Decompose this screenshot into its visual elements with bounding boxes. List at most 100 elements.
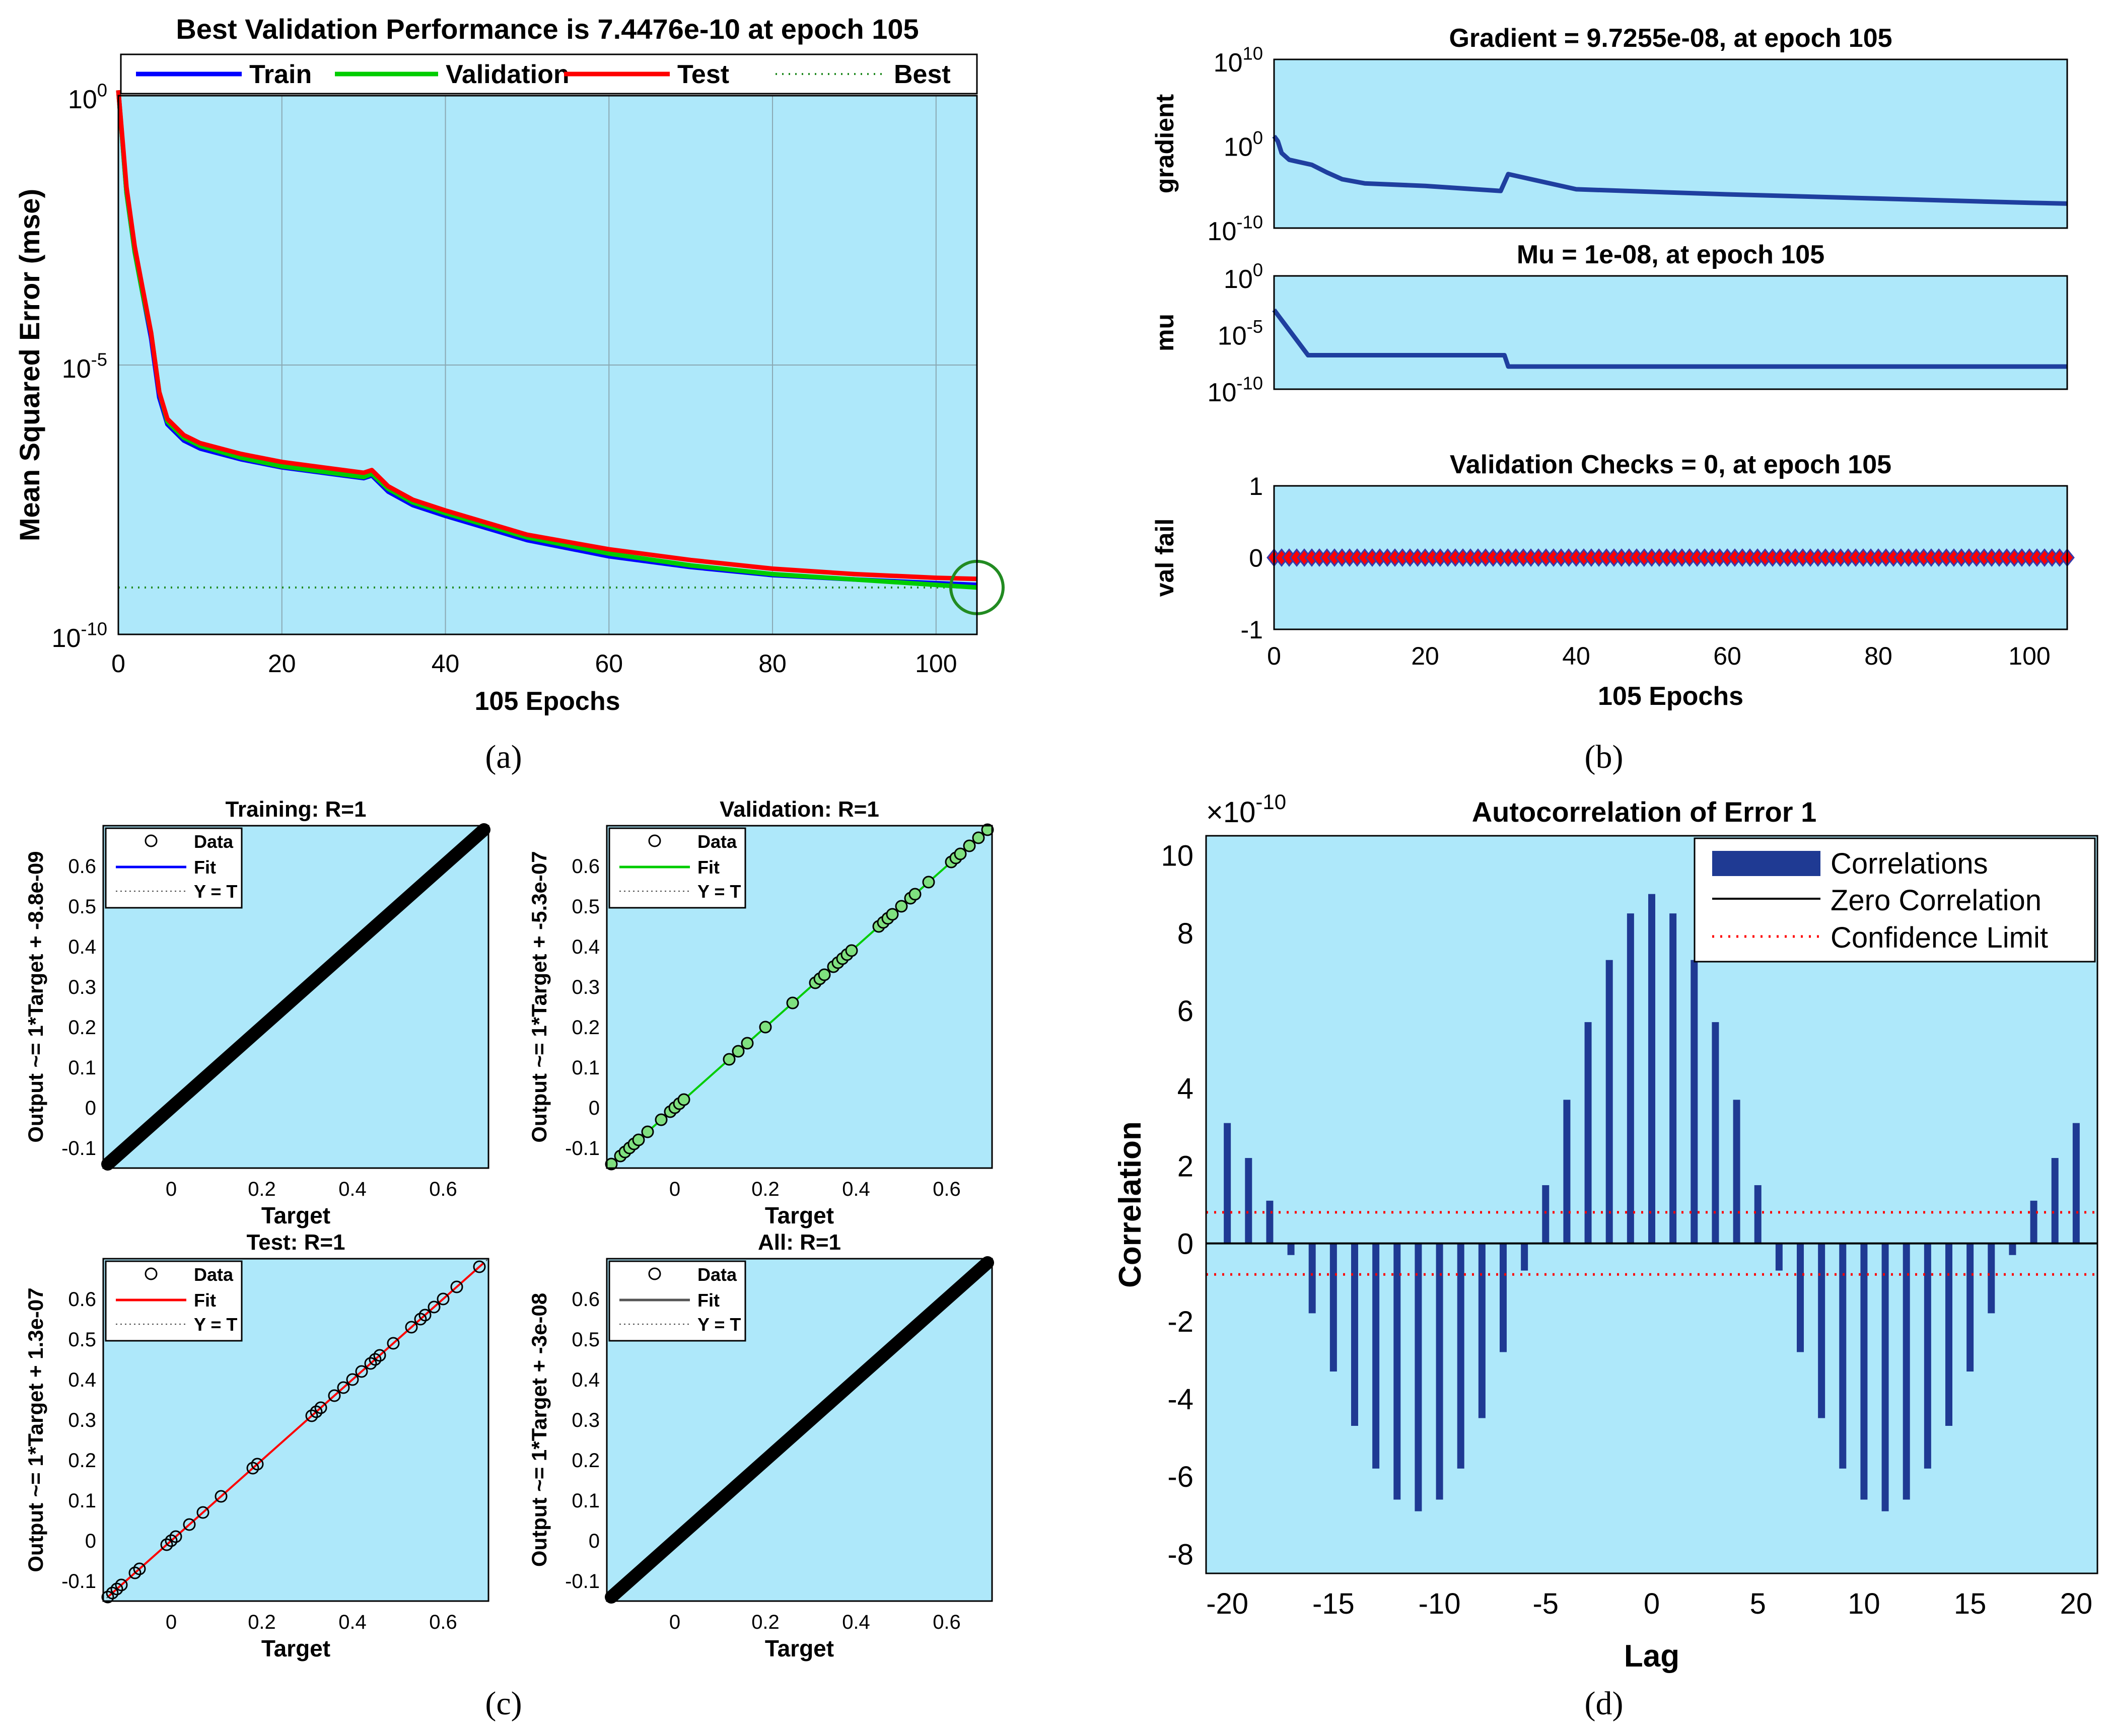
data-point [246, 1462, 259, 1475]
y-tick-label: 0.4 [572, 936, 600, 958]
y-tick-base: 10 [62, 354, 91, 384]
x-axis-label: Target [261, 1202, 330, 1228]
correlation-bar [1393, 1243, 1401, 1500]
chart-title: Validation Checks = 0, at epoch 105 [1450, 450, 1891, 479]
series-test-line [116, 90, 977, 582]
legend-label-fit: Fit [194, 1290, 216, 1311]
y-tick-label: -6 [1167, 1461, 1193, 1493]
caption-a: (a) [485, 739, 522, 775]
data-point [605, 1158, 618, 1171]
y-tick-label: 0.5 [68, 1329, 96, 1351]
correlation-bar [1542, 1185, 1550, 1244]
data-point [732, 1045, 745, 1058]
legend-label-fit: Fit [697, 857, 720, 878]
y-tick-base: 10 [1224, 133, 1253, 162]
y-tick-label: 100 [1224, 260, 1263, 294]
data-point [655, 1113, 668, 1126]
x-tick-label: -15 [1312, 1587, 1355, 1620]
legend-swatch-data [648, 834, 661, 847]
y-axis-label: Output ~= 1*Target + -5.3e-07 [527, 851, 551, 1142]
chart-title: Best Validation Performance is 7.4476e-1… [176, 13, 919, 45]
x-tick-label: 60 [1713, 642, 1741, 670]
x-tick-label: 0.4 [338, 1611, 367, 1633]
y-tick-exponent: -5 [1247, 316, 1263, 337]
y-tick-label: 0 [589, 1530, 600, 1552]
x-tick-label: 15 [1954, 1587, 1987, 1620]
correlation-bar [1818, 1243, 1825, 1418]
correlation-bar [1966, 1243, 1974, 1372]
correlation-bar [1881, 1243, 1889, 1511]
legend-label-confidence: Confidence Limit [1831, 921, 2048, 954]
plot-frame [102, 1258, 489, 1602]
plot-frame [1205, 835, 2098, 1574]
y-tick-label: -2 [1167, 1306, 1193, 1338]
y-tick-label: 0.4 [68, 1369, 96, 1391]
plot-frame [1273, 485, 2068, 630]
y-tick-label: 6 [1177, 995, 1193, 1028]
plot-frame [117, 95, 978, 635]
y-tick-label: 0.6 [572, 855, 600, 878]
data-point [106, 1586, 119, 1600]
data-point [428, 1300, 441, 1314]
data-point [314, 1401, 327, 1414]
correlation-bar [2051, 1158, 2059, 1244]
legend: Correlations Zero Correlation Confidence L… [1694, 837, 2096, 963]
y-tick-label: 8 [1177, 917, 1193, 950]
autocorrelation-chart: -20 -15 -10 -5 0 5 10 15 20-8-6-4-20246810×10-10… [1113, 790, 2098, 1674]
legend: Data Fit Y = T [608, 827, 746, 909]
x-tick-label: 0.2 [248, 1178, 276, 1200]
legend: Data Fit Y = T [608, 1260, 746, 1342]
chart-title: Training: R=1 [226, 797, 367, 822]
chart-title: Autocorrelation of Error 1 [1472, 796, 1817, 828]
data-point [677, 1093, 690, 1106]
y-tick-label: 0.6 [68, 855, 96, 878]
y-tick-label: 0.1 [68, 1057, 96, 1079]
legend-swatch-data [145, 834, 158, 847]
caption-c: (c) [485, 1685, 522, 1722]
y-tick-exponent: 10 [1243, 43, 1263, 64]
y-tick-label: -8 [1167, 1538, 1193, 1571]
x-axis-label: 105 Epochs [474, 687, 620, 716]
x-tick-label: 0.6 [933, 1178, 961, 1200]
y-tick-label: -4 [1167, 1383, 1193, 1416]
y-tick-label: 0.5 [572, 896, 600, 918]
x-axis-label: 105 Epochs [1598, 682, 1743, 711]
correlation-bar [1627, 913, 1634, 1244]
data-point [346, 1373, 359, 1386]
y-tick-label: 10-5 [1218, 316, 1263, 350]
validation-regression-chart: 0 0.2 0.4 0.6 -0.1 0 0.1 0.2 0.3 0.4 0.5 0.6 Data Fit… [527, 797, 994, 1228]
y-tick-label: 0.5 [572, 1329, 600, 1351]
data-point [886, 908, 899, 921]
y-tick-label: 0.5 [68, 896, 96, 918]
correlation-bar [1797, 1243, 1804, 1352]
legend-label-identity: Y = T [697, 881, 741, 902]
x-tick-label: 10 [1848, 1587, 1880, 1620]
correlation-bar [1372, 1243, 1380, 1469]
y-axis-label: val fail [1151, 519, 1179, 597]
scale-base: ×10 [1206, 796, 1255, 829]
y-axis-label: Output ~= 1*Target + 1.3e-07 [24, 1287, 47, 1572]
legend-label-train: Train [249, 60, 312, 89]
x-tick-label: 0.6 [429, 1611, 457, 1633]
correlation-bar [1436, 1243, 1443, 1500]
plot-frame [102, 825, 489, 1169]
correlation-bar [1415, 1243, 1422, 1511]
data-point [450, 1280, 463, 1293]
correlation-bar [1691, 960, 1698, 1244]
y-tick-label: 0.1 [572, 1490, 600, 1512]
y-tick-exponent: -10 [1236, 212, 1263, 233]
x-axis-label: Target [765, 1202, 834, 1228]
scale-exponent: -10 [1255, 790, 1286, 814]
y-tick-base: 10 [1208, 378, 1237, 407]
legend-label-fit: Fit [194, 857, 216, 878]
y-tick-exponent: 0 [97, 80, 107, 101]
legend-label-data: Data [194, 831, 234, 852]
data-point [786, 996, 799, 1009]
correlation-bar [1457, 1243, 1464, 1469]
correlation-bar [1648, 894, 1655, 1244]
legend-label-test: Test [677, 60, 729, 89]
data-point [355, 1365, 368, 1378]
correlation-bar [1669, 913, 1677, 1244]
correlation-bar [2030, 1200, 2037, 1244]
correlation-bar [1245, 1158, 1252, 1244]
